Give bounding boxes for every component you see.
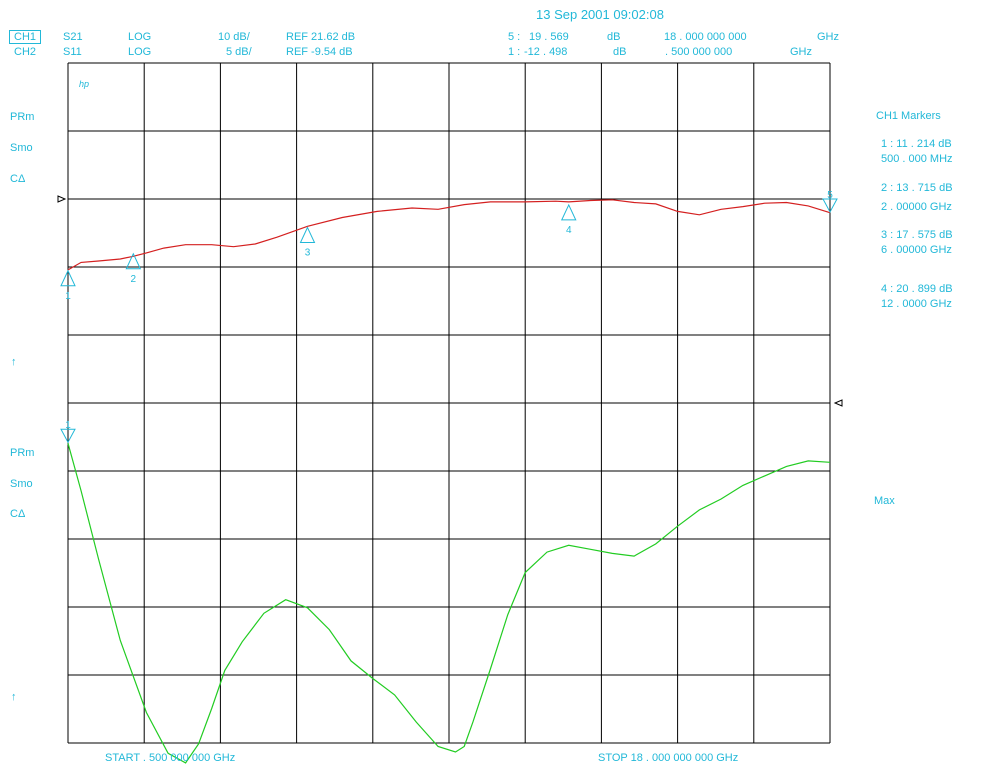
- ch1-marker-5-triangle: [822, 198, 838, 214]
- max-label: Max: [874, 495, 895, 507]
- ch2-format: LOG: [128, 46, 152, 58]
- marker-1-freq: 500 . 000 MHz: [881, 153, 953, 165]
- ch2-param: S11: [63, 46, 82, 58]
- ch1-scale: 10 dB/: [218, 31, 250, 43]
- ch1-marker-3-label: 3: [305, 248, 311, 259]
- active-marker-ch1-num: 5 :: [508, 31, 521, 43]
- ch2-label[interactable]: CH2: [14, 46, 37, 58]
- active-marker-ch1-unit: dB: [607, 31, 621, 43]
- ch2-scale: 5 dB/: [226, 46, 252, 58]
- marker-1-value: 1 : 11 . 214 dB: [881, 138, 952, 150]
- ch2-annot-smo: Smo: [10, 478, 33, 490]
- ch1-marker-5-label: 5: [827, 190, 833, 201]
- up-arrow-icon: ↑: [11, 691, 17, 703]
- ch1-marker-2-label: 2: [131, 274, 137, 285]
- s11-trace: [67, 443, 831, 764]
- marker-3-value: 3 : 17 . 575 dB: [881, 229, 953, 241]
- marker-3-freq: 6 . 00000 GHz: [881, 244, 952, 256]
- active-marker-ch1-funit: GHz: [817, 31, 839, 43]
- active-marker-ch1-freq: 18 . 000 000 000: [664, 31, 747, 43]
- ch1-format: LOG: [128, 31, 152, 43]
- active-marker-ch1-value: 19 . 569: [529, 31, 569, 43]
- ch2-marker-1-triangle: [60, 428, 76, 444]
- ch2-ref-pointer-icon: [833, 399, 843, 407]
- ch1-annot-cdelta: CΔ: [10, 173, 26, 185]
- hp-logo: hp: [79, 79, 90, 89]
- marker-panel-title: CH1 Markers: [876, 110, 941, 122]
- ch2-ref: REF -9.54 dB: [286, 46, 353, 58]
- ch1-ref-pointer-icon: [57, 195, 67, 203]
- stop-frequency: STOP 18 . 000 000 000 GHz: [598, 752, 739, 764]
- active-marker-ch2-value: -12 . 498: [524, 46, 568, 58]
- active-marker-ch2-unit: dB: [613, 46, 627, 58]
- ch1-annot-smo: Smo: [10, 142, 33, 154]
- ch2-annot-cdelta: CΔ: [10, 508, 26, 520]
- ch1-marker-2-triangle: [125, 252, 142, 270]
- timestamp: 13 Sep 2001 09:02:08: [536, 7, 664, 22]
- up-arrow-icon: ↑: [11, 356, 17, 368]
- ch1-label[interactable]: CH1: [9, 30, 42, 44]
- ch1-param: S21: [63, 31, 83, 43]
- ch1-marker-4-triangle: [560, 203, 577, 221]
- ch1-marker-1-label: 1: [65, 291, 71, 302]
- marker-4-value: 4 : 20 . 899 dB: [881, 283, 953, 295]
- ch2-annot-prm: PRm: [10, 447, 35, 459]
- ch1-marker-4-label: 4: [566, 225, 572, 236]
- start-frequency: START . 500 000 000 GHz: [105, 752, 236, 764]
- ch1-annot-prm: PRm: [10, 111, 35, 123]
- ch1-marker-1-triangle: [60, 269, 76, 287]
- ch2-marker-1-label: 1: [65, 420, 71, 431]
- ch1-ref: REF 21.62 dB: [286, 31, 356, 43]
- marker-2-value: 2 : 13 . 715 dB: [881, 182, 953, 194]
- ch1-marker-3-triangle: [299, 226, 316, 244]
- marker-2-freq: 2 . 00000 GHz: [881, 201, 952, 213]
- marker-4-freq: 12 . 0000 GHz: [881, 298, 952, 310]
- active-marker-ch2-funit: GHz: [790, 46, 812, 58]
- active-marker-ch2-freq: . 500 000 000: [665, 46, 733, 58]
- s21-trace: [67, 199, 831, 271]
- active-marker-ch2-num: 1 :: [508, 46, 521, 58]
